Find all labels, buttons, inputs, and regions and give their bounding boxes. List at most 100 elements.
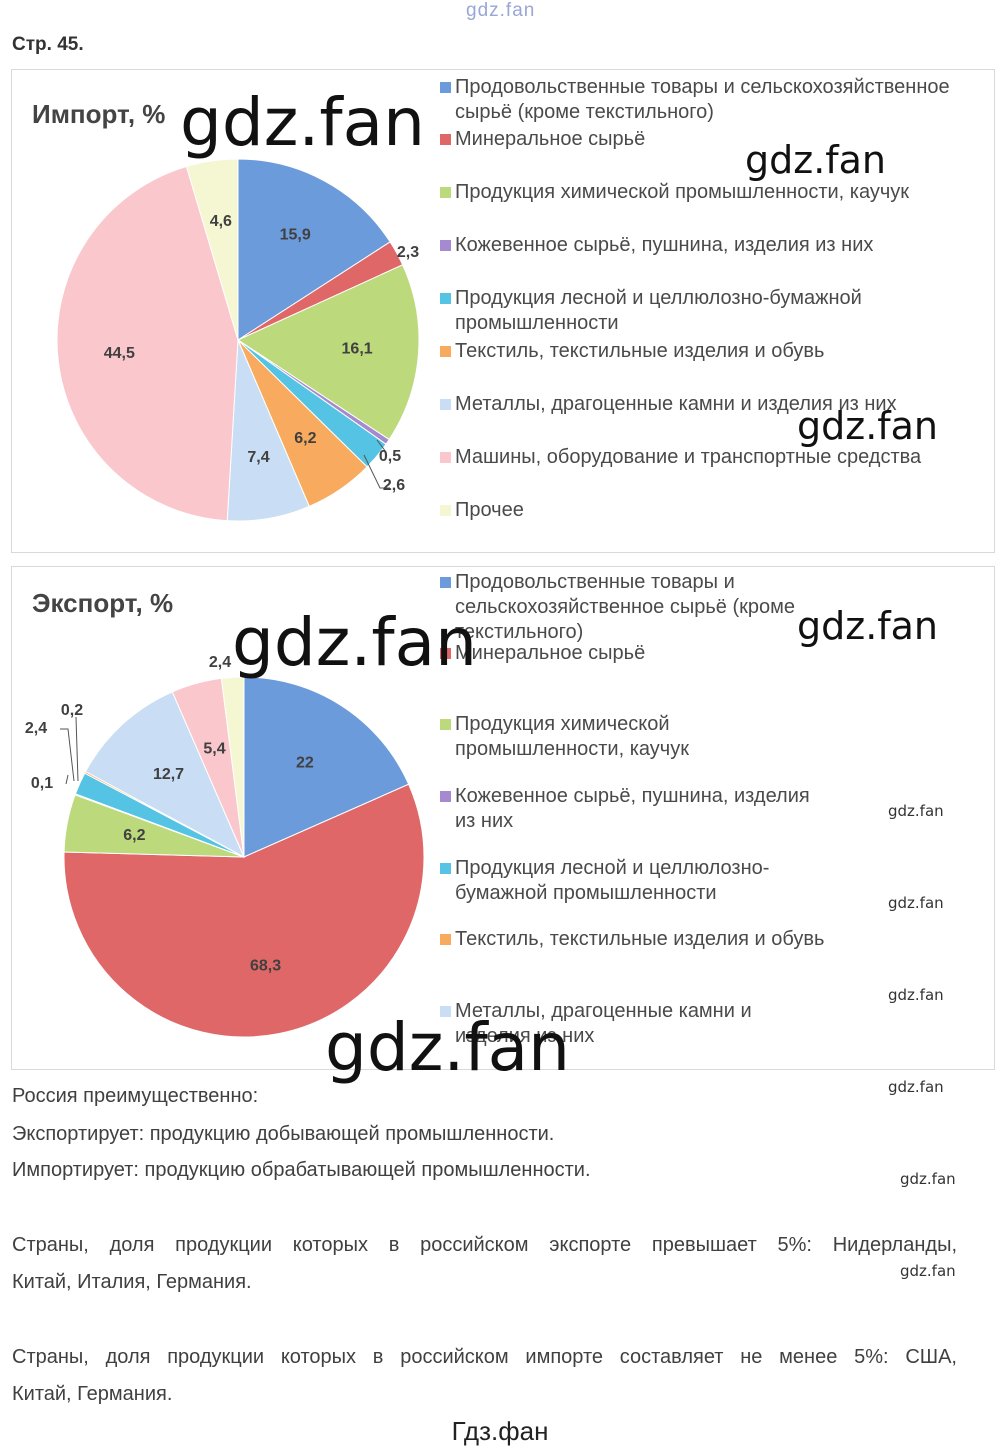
slice-data-label: 0,5	[379, 448, 401, 465]
legend-swatch	[440, 577, 451, 588]
legend-item: Продукция химической промышленности, кау…	[440, 180, 995, 205]
legend-label: Прочее	[455, 499, 524, 521]
legend-swatch	[440, 399, 451, 410]
summary-line: Россия преимущественно:	[12, 1085, 259, 1107]
import-pie-chart: 15,9 2,3 16,1 0,5 2,6 6,2 7,4 44,5 4,6	[56, 158, 420, 522]
legend-label: Минеральное сырьё	[455, 642, 646, 664]
legend-label: Металлы, драгоценные камни и изделия из …	[455, 393, 897, 415]
pie-slice	[56, 165, 239, 522]
legend-item: Металлы, драгоценные камни и изделия из …	[440, 999, 830, 1049]
legend-swatch	[440, 505, 451, 516]
export-chart-title: Экспорт, %	[32, 588, 174, 618]
watermark: gdz.fan	[888, 894, 944, 912]
legend-label: Продовольственные товары и сельскохозяйс…	[455, 571, 795, 643]
legend-label: Продовольственные товары и сельскохозяйс…	[455, 76, 950, 123]
slice-data-label: 44,5	[104, 345, 135, 362]
slice-data-label: 2,6	[383, 477, 405, 494]
legend-swatch	[440, 719, 451, 730]
slice-data-label: 22	[296, 755, 314, 772]
legend-swatch	[440, 82, 451, 93]
legend-swatch	[440, 863, 451, 874]
export-pie-chart: 22 68,3 6,2 0,1 2,4 0,2 12,7 5,4 2,4	[25, 654, 425, 1038]
import-countries-line: Китай, Германия.	[12, 1383, 173, 1405]
legend-label: Металлы, драгоценные камни и изделия из …	[455, 1000, 752, 1047]
legend-item: Текстиль, текстильные изделия и обувь	[440, 927, 830, 952]
legend-label: Кожевенное сырьё, пушнина, изделия из ни…	[455, 785, 810, 832]
watermark: gdz.fan	[797, 604, 939, 648]
legend-swatch	[440, 293, 451, 304]
legend-label: Машины, оборудование и транспортные сред…	[455, 446, 922, 468]
import-chart-panel: Импорт, % 15,9 2,3 16,1 0,5 2,6 6,2 7,4 44,5 4,6…	[11, 69, 995, 553]
slice-data-label: 4,6	[210, 213, 232, 230]
export-chart-panel: Экспорт, % 22 68,3 6,2 0,1 2,4 0,2 12,7 5,4 2,4 …	[11, 566, 995, 1070]
watermark: gdz.fan	[900, 1170, 956, 1188]
legend-label: Кожевенное сырьё, пушнина, изделия из ни…	[455, 234, 874, 256]
legend-item: Продовольственные товары и сельскохозяйс…	[440, 570, 830, 645]
legend-item: Машины, оборудование и транспортные сред…	[440, 445, 995, 470]
legend-item: Прочее	[440, 498, 995, 523]
leader-line	[65, 774, 69, 785]
leader-line	[363, 454, 390, 489]
leader-line	[376, 439, 387, 453]
page-label: Стр. 45.	[12, 34, 84, 55]
slice-data-label: 12,7	[153, 766, 184, 783]
legend-label: Текстиль, текстильные изделия и обувь	[455, 928, 825, 950]
pie-slice	[220, 676, 245, 858]
pie-slice	[185, 158, 239, 341]
legend-swatch	[440, 240, 451, 251]
legend-swatch	[440, 791, 451, 802]
export-countries-line: Страны, доля продукции которых в российс…	[12, 1234, 957, 1256]
watermark: gdz.fan	[888, 1078, 944, 1096]
pie-slice	[243, 676, 410, 858]
slice-data-label: 0,2	[61, 702, 83, 719]
slice-data-label: 68,3	[250, 958, 281, 975]
legend-item: Продукция лесной и целлюлозно-бумажной п…	[440, 856, 830, 906]
legend-swatch	[440, 452, 451, 463]
watermark: gdz.fan	[745, 138, 887, 182]
legend-label: Продукция лесной и целлюлозно-бумажной п…	[455, 857, 770, 904]
slice-data-label: 2,4	[209, 654, 231, 671]
slice-data-label: 6,2	[294, 430, 316, 447]
legend-item: Металлы, драгоценные камни и изделия из …	[440, 392, 995, 417]
legend-swatch	[440, 134, 451, 145]
watermark: gdz.fan	[797, 404, 939, 448]
watermark: gdz.fan	[900, 1262, 956, 1280]
legend-label: Продукция химической промышленности, кау…	[455, 181, 910, 203]
pie-slice	[63, 783, 425, 1038]
legend-swatch	[440, 187, 451, 198]
pie-slice	[236, 264, 420, 441]
legend-item: Кожевенное сырьё, пушнина, изделия из ни…	[440, 233, 995, 258]
legend-item: Минеральное сырьё	[440, 127, 995, 152]
slice-data-label: 6,2	[123, 827, 145, 844]
watermark: gdz.fan	[325, 1009, 570, 1086]
pie-slice	[84, 691, 246, 859]
legend-item: Продукция лесной и целлюлозно-бумажной п…	[440, 286, 995, 336]
legend-item: Текстиль, текстильные изделия и обувь	[440, 339, 995, 364]
legend-swatch	[440, 346, 451, 357]
legend-label: Минеральное сырьё	[455, 128, 646, 150]
slice-data-label: 5,4	[203, 741, 225, 758]
import-countries-line: Страны, доля продукции которых в российс…	[12, 1346, 957, 1368]
import-chart-title: Импорт, %	[32, 99, 166, 129]
slice-data-label: 16,1	[342, 340, 373, 357]
legend-item: Продовольственные товары и сельскохозяйс…	[440, 75, 995, 125]
legend-swatch	[440, 648, 451, 659]
legend-label: Текстиль, текстильные изделия и обувь	[455, 340, 825, 362]
pie-slice	[237, 158, 391, 341]
slice-data-label: 0,1	[31, 775, 53, 792]
legend-item: Продукция химической промышленности, кау…	[440, 712, 830, 762]
legend-item: Кожевенное сырьё, пушнина, изделия из ни…	[440, 784, 830, 834]
legend-swatch	[440, 1006, 451, 1017]
watermark: gdz.fan	[888, 986, 944, 1004]
slice-data-label: 2,3	[397, 244, 419, 261]
legend-label: Продукция химической промышленности, кау…	[455, 713, 689, 760]
leader-line	[60, 728, 75, 782]
summary-line: Импортирует: продукцию обрабатывающей пр…	[12, 1159, 591, 1181]
leader-line	[75, 716, 79, 782]
legend-swatch	[440, 934, 451, 945]
footer-watermark: Гдз.фан	[451, 1416, 549, 1446]
slice-data-label: 7,4	[247, 449, 269, 466]
watermark: gdz.fan	[232, 604, 477, 681]
slice-data-label: 15,9	[280, 226, 311, 243]
legend-label: Продукция лесной и целлюлозно-бумажной п…	[455, 287, 862, 334]
